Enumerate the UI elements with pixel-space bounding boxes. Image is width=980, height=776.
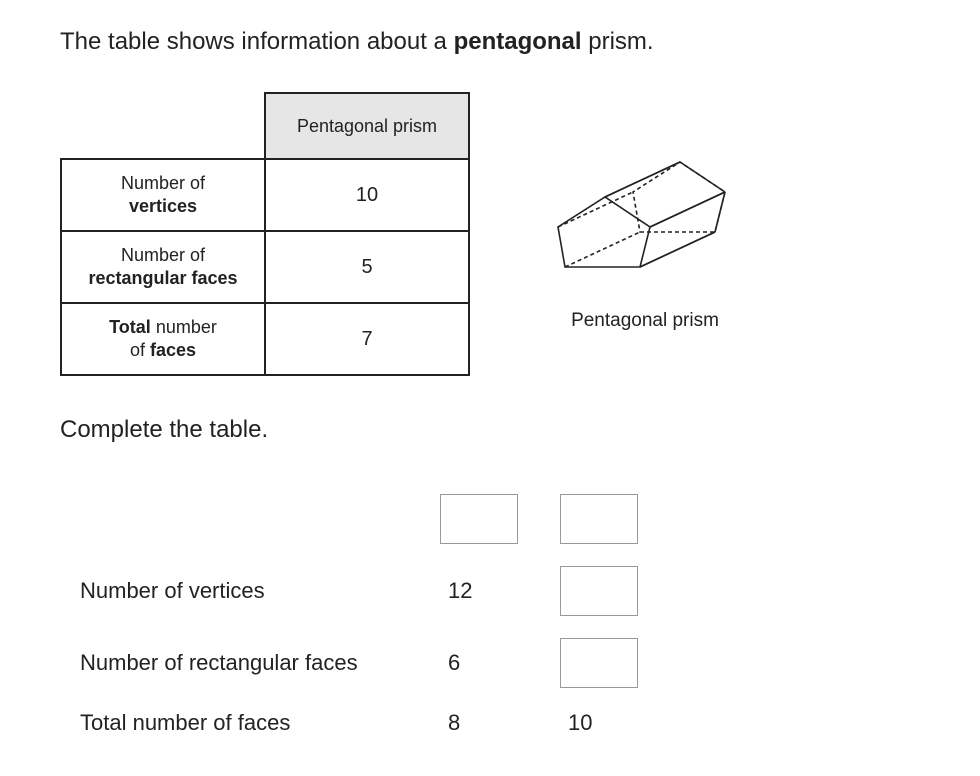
- answer-input-box[interactable]: [560, 638, 638, 688]
- page: The table shows information about a pent…: [0, 0, 980, 776]
- answer-row-col2: [560, 638, 700, 688]
- row-label-post: of: [130, 340, 150, 360]
- intro-text: The table shows information about a pent…: [60, 28, 920, 56]
- answer-row-label: Number of vertices: [80, 578, 440, 604]
- answer-row-val1: 12: [440, 578, 560, 604]
- answer-row-val1: 6: [440, 650, 560, 676]
- top-row: Pentagonal prism Number of vertices 10 N…: [60, 92, 920, 376]
- row-label-bold: rectangular faces: [88, 268, 237, 288]
- figure-caption: Pentagonal prism: [571, 310, 719, 332]
- table-blank-cell: [61, 93, 265, 159]
- row-label-bold: vertices: [129, 196, 197, 216]
- row-label-text: Number of: [121, 245, 205, 265]
- intro-bold: pentagonal: [454, 28, 582, 55]
- table-header: Pentagonal prism: [265, 93, 469, 159]
- figure-column: Pentagonal prism: [550, 92, 740, 332]
- row-label-bold1: Total: [109, 317, 151, 337]
- row-value-total-faces: 7: [265, 303, 469, 375]
- row-value-rect-faces: 5: [265, 231, 469, 303]
- table-row: Number of vertices 10: [61, 159, 469, 231]
- answer-row-val2: 10: [560, 710, 700, 736]
- answer-section: Number of vertices 12 Number of rectangu…: [60, 494, 920, 736]
- table-row: Number of rectangular faces 5: [61, 231, 469, 303]
- intro-post: prism.: [582, 28, 654, 55]
- answer-grid: Number of vertices 12 Number of rectangu…: [80, 494, 920, 736]
- answer-row-label: Total number of faces: [80, 710, 440, 736]
- complete-the-table-text: Complete the table.: [60, 416, 920, 444]
- row-label-vertices: Number of vertices: [61, 159, 265, 231]
- intro-pre: The table shows information about a: [60, 28, 454, 55]
- answer-header-box2-wrap: [560, 494, 700, 544]
- pentagonal-prism-table: Pentagonal prism Number of vertices 10 N…: [60, 92, 470, 376]
- answer-row-label: Number of rectangular faces: [80, 650, 440, 676]
- answer-input-box[interactable]: [440, 494, 518, 544]
- answer-input-box[interactable]: [560, 494, 638, 544]
- row-label-mid: number: [151, 317, 217, 337]
- row-label-total-faces: Total number of faces: [61, 303, 265, 375]
- answer-header-box1-wrap: [440, 494, 560, 544]
- row-value-vertices: 10: [265, 159, 469, 231]
- row-label-rect-faces: Number of rectangular faces: [61, 231, 265, 303]
- row-label-text: Number of: [121, 173, 205, 193]
- answer-row-val1: 8: [440, 710, 560, 736]
- table-row: Total number of faces 7: [61, 303, 469, 375]
- pentagonal-prism-icon: [550, 152, 740, 282]
- row-label-bold2: faces: [150, 340, 196, 360]
- answer-row-col2: [560, 566, 700, 616]
- answer-input-box[interactable]: [560, 566, 638, 616]
